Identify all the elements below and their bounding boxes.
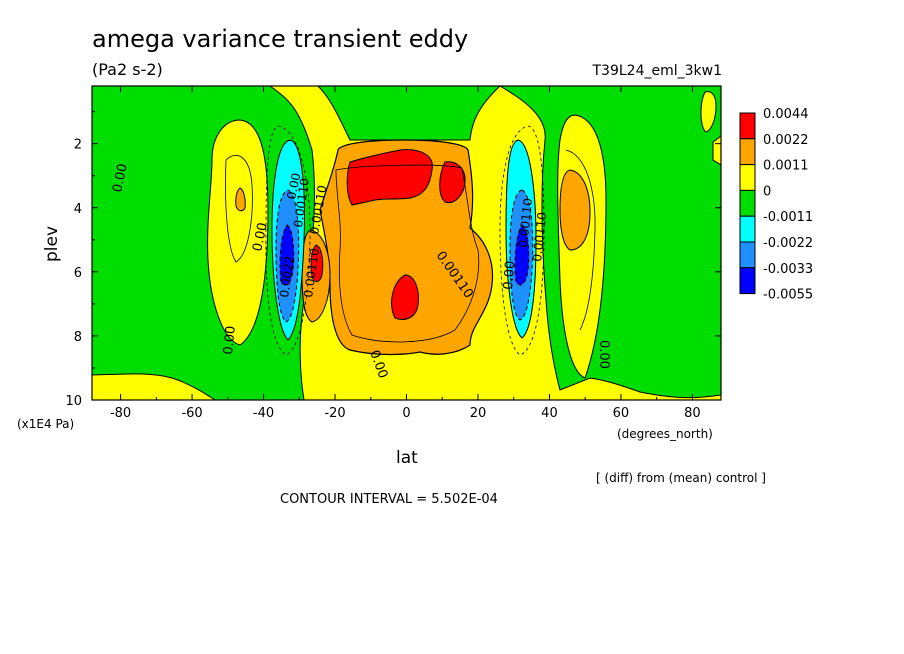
fill-red-left-small (310, 244, 324, 282)
colorbar-label: 0.0044 (763, 107, 809, 122)
colorbar-label: -0.0022 (763, 236, 813, 251)
x-tick-label: -80 (110, 406, 131, 421)
contour-plot-area (92, 86, 721, 400)
colorbar-label: 0.0022 (763, 133, 809, 148)
colorbar-label: -0.0055 (763, 288, 813, 303)
contour-label: 0.00110 (530, 211, 549, 262)
chart-title: amega variance transient eddy (92, 25, 468, 53)
colorbar-swatch (739, 241, 756, 269)
colorbar-label: -0.0033 (763, 262, 813, 277)
y-axis-units: (x1E4 Pa) (17, 417, 74, 431)
fill-green-center-top (317, 86, 501, 141)
contour-label: 0.0022 (277, 255, 297, 299)
contour-line (225, 155, 253, 263)
fill-orange-right-lobe (559, 169, 591, 251)
colorbar-swatch (739, 189, 756, 217)
contour-line (565, 149, 596, 331)
x-tick-label: 80 (684, 406, 701, 421)
y-tick-label: 6 (74, 266, 82, 281)
contour-label: 0.00 (596, 340, 611, 369)
experiment-label: T39L24_eml_3kw1 (592, 63, 723, 79)
colorbar-swatch (739, 112, 756, 140)
fill-yellow-left-lobe (207, 119, 269, 346)
x-tick-label: 0 (402, 406, 410, 421)
y-tick-label: 2 (74, 138, 82, 153)
contour-label: 0.00110 (291, 177, 312, 228)
contour-label: 0.00 (501, 260, 518, 290)
contour-label: 0.00 (110, 162, 131, 193)
y-tick-label: 10 (65, 394, 82, 409)
fill-orange-left-dot (235, 187, 246, 212)
contour-line-dashed (265, 125, 311, 356)
x-tick-label: -60 (181, 406, 202, 421)
colorbar-label: -0.0011 (763, 210, 813, 225)
colorbar-label: 0.0011 (763, 159, 809, 174)
colorbar: 0.0044 0.0022 0.0011 0 -0.0011 -0.0022 -0.0033… (739, 107, 813, 303)
x-axis: -80 -60 -40 -20 0 20 40 60 80 (110, 86, 701, 421)
y-axis-label: plev (42, 226, 62, 262)
fill-red-top-center (346, 149, 433, 206)
x-tick-label: 20 (470, 406, 487, 421)
contour-label: 0.00110 (516, 197, 535, 248)
contour-interval: CONTOUR INTERVAL = 5.502E-04 (280, 492, 498, 507)
x-axis-units: (degrees_north) (617, 427, 713, 441)
contour-line (335, 164, 480, 343)
y-tick-label: 4 (74, 202, 82, 217)
contour-label: 0.00110 (301, 247, 322, 298)
fill-darkblue-right (514, 224, 530, 286)
fill-yellow-right-edge (700, 91, 717, 133)
y-tick-label: 8 (74, 330, 82, 345)
contour-label: 0.00 (250, 221, 271, 252)
colorbar-swatch (739, 267, 756, 295)
colorbar-label: 0 (763, 184, 771, 199)
x-tick-label: -20 (324, 406, 345, 421)
contour-label: 0.00 (221, 325, 239, 355)
x-tick-label: 40 (541, 406, 558, 421)
fill-red-mid (391, 274, 419, 320)
diff-note: [ (diff) from (mean) control ] (596, 471, 766, 485)
chart-units: (Pa2 s-2) (92, 60, 163, 79)
colorbar-swatch (739, 138, 756, 166)
contour-label: 0.00 (284, 172, 303, 201)
fill-darkblue-left (279, 224, 295, 286)
x-axis-label: lat (396, 448, 418, 468)
x-tick-label: 60 (613, 406, 630, 421)
colorbar-swatch (739, 164, 756, 191)
fill-red-top-right (439, 161, 466, 204)
y-axis: 2 4 6 8 10 (65, 111, 721, 409)
colorbar-swatch (739, 215, 756, 243)
x-tick-label: -40 (253, 406, 274, 421)
fill-green-right (499, 86, 721, 399)
